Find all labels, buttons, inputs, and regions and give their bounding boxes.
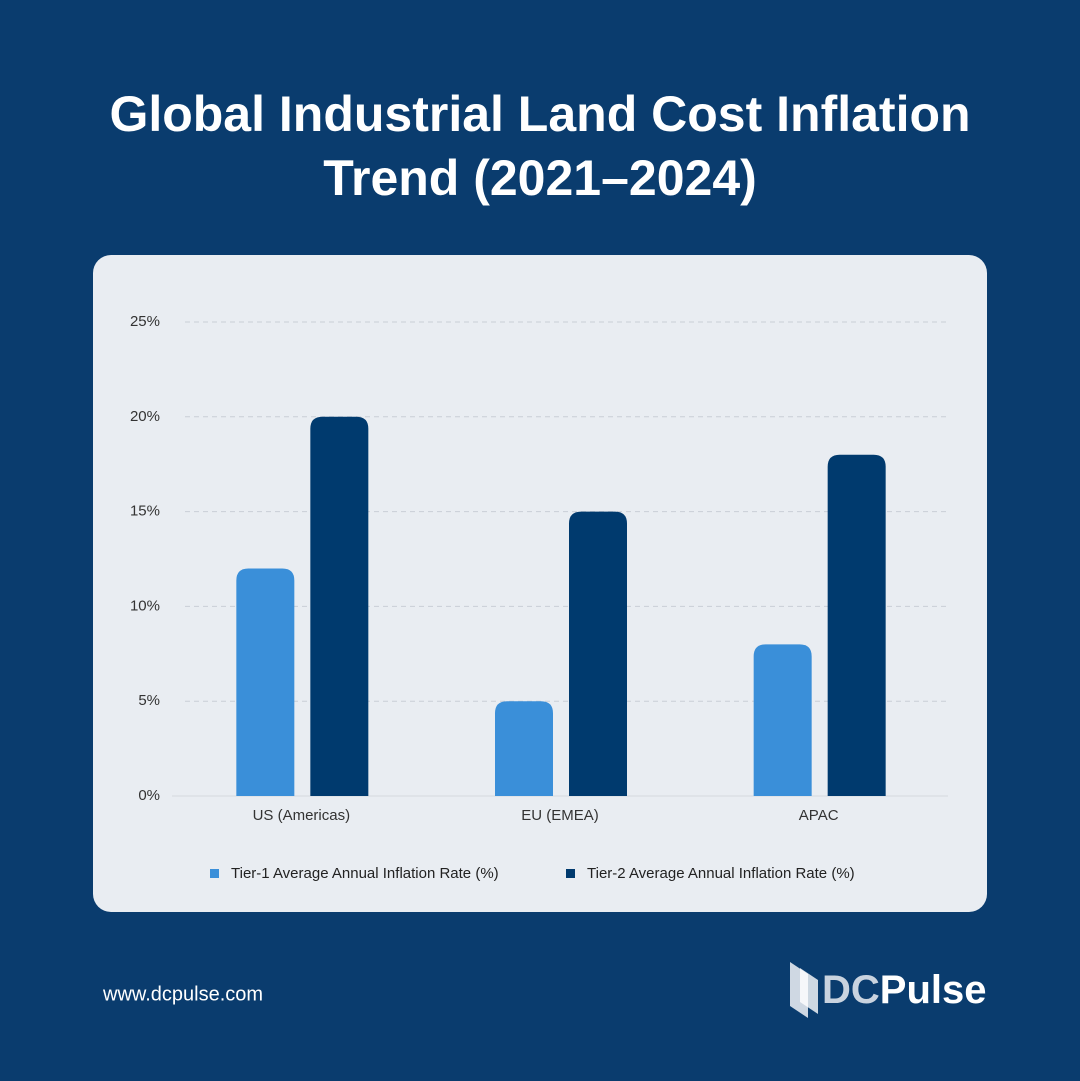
x-tick-label: US (Americas) — [253, 807, 351, 824]
bar — [569, 511, 627, 796]
bar — [236, 568, 295, 796]
brand-prefix: DC — [822, 968, 880, 1012]
legend-swatch — [210, 869, 219, 878]
bar — [495, 701, 553, 796]
y-tick-label: 0% — [138, 787, 160, 804]
brand: DCPulse — [822, 968, 987, 1012]
bar — [753, 644, 812, 796]
brand-suffix: Pulse — [880, 968, 987, 1012]
legend-label: Tier-2 Average Annual Inflation Rate (%) — [587, 865, 855, 882]
bar — [310, 416, 369, 796]
logo-icon — [790, 962, 818, 1018]
legend-swatch — [566, 869, 575, 878]
chart-title: Global Industrial Land Cost Inflation Tr… — [109, 86, 971, 206]
y-tick-label: 5% — [138, 692, 160, 709]
x-tick-label: APAC — [799, 807, 839, 824]
y-tick-label: 15% — [130, 503, 160, 520]
bar — [827, 454, 886, 796]
website: www.dcpulse.com — [102, 983, 263, 1005]
legend-label: Tier-1 Average Annual Inflation Rate (%) — [231, 865, 499, 882]
y-tick-label: 10% — [130, 597, 160, 614]
y-tick-label: 20% — [130, 408, 160, 425]
y-tick-label: 25% — [130, 313, 160, 330]
x-tick-label: EU (EMEA) — [521, 807, 599, 824]
